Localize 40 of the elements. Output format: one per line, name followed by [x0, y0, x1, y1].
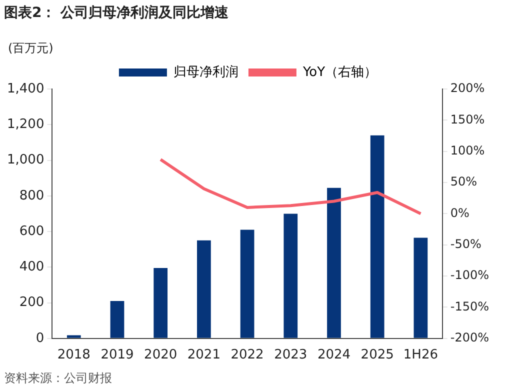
y2-tick-label: 100% — [450, 143, 485, 158]
y-tick-label: 800 — [19, 188, 44, 204]
y-tick-label: 400 — [19, 260, 44, 275]
bar — [414, 238, 428, 338]
y2-tick-label: 150% — [450, 112, 485, 126]
x-tick-label: 2022 — [230, 348, 264, 363]
x-tick-label: 1H26 — [403, 348, 438, 363]
y2-tick-label: 50% — [450, 174, 478, 189]
y2-tick-label: 200% — [450, 81, 485, 96]
y-tick-label: 600 — [19, 224, 44, 239]
y2-tick-label: -100% — [450, 268, 490, 282]
chart-title: 图表2： 公司归母净利润及同比增速 — [4, 4, 229, 22]
bar — [197, 240, 211, 338]
bar — [240, 230, 254, 338]
x-tick-label: 2020 — [144, 348, 178, 363]
bar — [154, 268, 168, 338]
bar — [110, 300, 124, 338]
x-tick-label: 2023 — [274, 348, 308, 363]
y2-tick-label: -200% — [450, 330, 490, 345]
x-tick-label: 2025 — [360, 348, 394, 363]
bar — [284, 214, 298, 338]
bar — [327, 188, 341, 338]
x-tick-label: 2024 — [317, 348, 351, 363]
y-tick-label: 1,200 — [7, 117, 44, 132]
y-axis-title: (百万元) — [8, 40, 54, 57]
bar — [66, 335, 81, 338]
y-tick-label: 0 — [36, 330, 44, 346]
x-tick-label: 2019 — [100, 348, 134, 363]
y-tick-label: 200 — [19, 295, 44, 310]
y2-tick-label: 0% — [450, 206, 470, 220]
legend-label: YoY（右轴） — [302, 64, 378, 80]
text: 资料来源：公司财报 — [4, 370, 112, 387]
x-tick-label: 2018 — [57, 348, 90, 363]
y-tick-label: 1,000 — [7, 152, 44, 168]
x-tick-label: 2021 — [187, 348, 220, 363]
legend-label: 归母净利润 — [173, 64, 238, 80]
y2-tick-label: -150% — [450, 299, 490, 314]
y-tick-label: 1,400 — [7, 81, 44, 96]
bar — [370, 135, 384, 338]
y2-tick-label: -50% — [450, 237, 482, 251]
